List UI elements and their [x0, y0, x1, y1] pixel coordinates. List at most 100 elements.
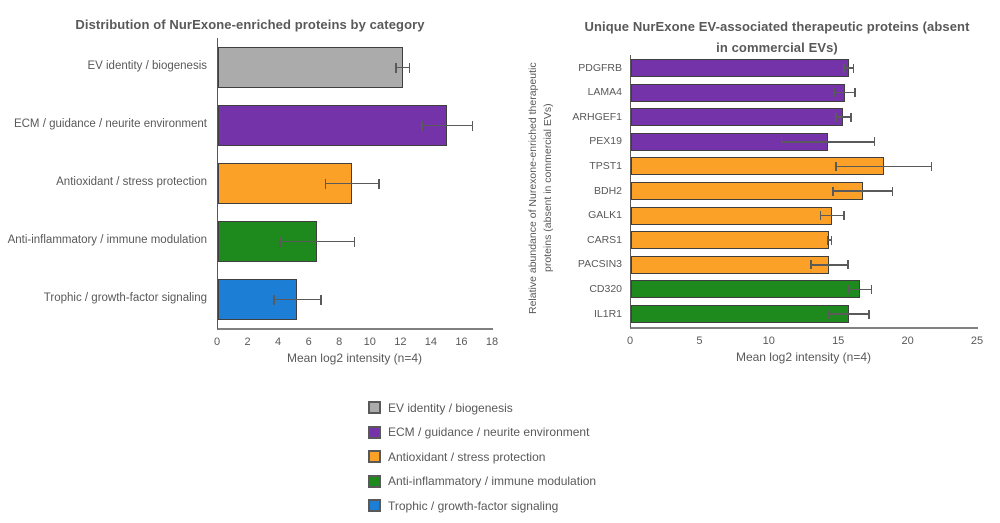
error-bar-line: [847, 288, 873, 291]
x-tick-label: 4: [275, 336, 282, 348]
category-label-bdh2: BDH2: [593, 184, 622, 197]
error-bar-galk1: [819, 211, 845, 221]
error-bar-cap-left: [780, 137, 783, 147]
right-chart-title: Unique NurExone EV-associated therapeuti…: [558, 17, 996, 59]
error-bar-antioxidant-stress-protection: [324, 178, 380, 189]
category-label-pex19: PEX19: [589, 135, 622, 148]
error-bar-pacsin3: [810, 260, 849, 270]
bar-pdgfrb: [631, 59, 849, 77]
right-chart-title-line1: Unique NurExone EV-associated therapeuti…: [584, 18, 970, 34]
error-bar-line: [832, 190, 894, 192]
left-chart-title: Distribution of NurExone-enriched protei…: [75, 16, 425, 32]
error-bar-tpst1: [835, 161, 933, 171]
error-bar-line: [835, 165, 933, 168]
right-chart: Unique NurExone EV-associated therapeuti…: [500, 0, 1000, 395]
error-bar-ev-identity-biogenesis: [395, 62, 411, 73]
legend-item-trophic-growth-factor-signaling: Trophic / growth-factor signaling: [368, 498, 596, 513]
category-label-cars1: CARS1: [586, 233, 622, 246]
error-bar-anti-inflammatory-immune-modulation: [279, 236, 356, 247]
error-bar-line: [273, 298, 322, 301]
legend-item-ecm-guidance-neurite-environment: ECM / guidance / neurite environment: [368, 425, 596, 439]
error-bar-cap-right: [891, 186, 894, 196]
error-bar-cars1: [826, 235, 833, 245]
bar-galk1: [631, 206, 833, 225]
bar-pacsin3: [631, 255, 830, 274]
legend-label: Antioxidant / stress protection: [388, 449, 546, 464]
error-bar-cap-right: [353, 236, 356, 247]
legend-swatch-purple: [368, 425, 381, 439]
error-bar-pdgfrb: [843, 63, 855, 73]
right-plot-area: [630, 55, 978, 329]
category-label-cd320: CD320: [589, 282, 622, 295]
error-bar-cap-right: [870, 284, 873, 294]
category-label-galk1: GALK1: [588, 209, 622, 222]
legend-item-ev-identity-biogenesis: EV identity / biogenesis: [368, 401, 596, 415]
legend-swatch-gray: [368, 401, 381, 414]
x-tick-label: 15: [832, 335, 845, 347]
error-bar-line: [828, 313, 870, 315]
legend-item-anti-inflammatory-immune-modulation: Anti-inflammatory / immune modulation: [368, 474, 597, 488]
error-bar-cap-left: [828, 309, 830, 319]
category-label-antioxidant-stress-protection: Antioxidant / stress protection: [56, 175, 207, 188]
error-bar-lama4: [833, 88, 856, 98]
error-bar-cap-left: [819, 211, 822, 221]
category-label-pdgfrb: PDGFRB: [578, 61, 622, 74]
bar-ev-identity-biogenesis: [218, 47, 403, 88]
error-bar-line: [843, 67, 855, 69]
error-bar-line: [421, 124, 474, 127]
x-tick-label: 12: [394, 336, 407, 348]
error-bar-cap-right: [873, 137, 876, 147]
legend-swatch-green: [368, 474, 381, 488]
bar-ecm-guidance-neurite-environment: [218, 105, 448, 146]
x-tick-label: 25: [970, 335, 984, 347]
error-bar-cap-left: [273, 294, 275, 305]
error-bar-cap-left: [847, 284, 850, 294]
category-label-tpst1: TPST1: [589, 159, 622, 172]
x-tick-label: 10: [363, 336, 376, 348]
error-bar-bdh2: [832, 186, 894, 196]
bar-lama4: [631, 83, 845, 102]
error-bar-line: [819, 214, 845, 217]
bar-cd320: [631, 280, 861, 299]
error-bar-cap-left: [421, 120, 423, 131]
left-category-labels: EV identity / biogenesis ECM / guidance /…: [0, 38, 207, 328]
bar-arhgef1: [631, 108, 844, 127]
right-chart-title-line2: in commercial EVs): [716, 39, 838, 55]
error-bar-cap-left: [810, 260, 812, 270]
legend-item-antioxidant-stress-protection: Antioxidant / stress protection: [368, 449, 596, 464]
x-tick-label: 16: [455, 336, 468, 348]
error-bar-il1r1: [828, 309, 870, 319]
category-label-trophic-growth-factor-signaling: Trophic / growth-factor signaling: [43, 291, 207, 304]
x-tick-label: 6: [305, 336, 312, 348]
x-tick-label: 14: [424, 336, 437, 348]
error-bar-cap-right: [854, 88, 856, 98]
error-bar-cap-right: [850, 112, 852, 122]
category-label-anti-inflammatory-immune-modulation: Anti-inflammatory / immune modulation: [7, 233, 207, 246]
category-label-il1r1: IL1R1: [593, 307, 622, 320]
category-label-lama4: LAMA4: [587, 86, 622, 99]
category-label-arhgef1: ARHGEF1: [572, 110, 622, 123]
legend-label: Trophic / growth-factor signaling: [388, 498, 559, 513]
x-tick-label: 2: [244, 336, 251, 348]
error-bar-cap-left: [835, 112, 837, 122]
legend-label: Anti-inflammatory / immune modulation: [388, 474, 597, 488]
error-bar-arhgef1: [835, 112, 852, 122]
left-plot-area: [217, 38, 493, 330]
category-legend: EV identity / biogenesis ECM / guidance /…: [368, 401, 597, 513]
error-bar-cap-right: [471, 120, 474, 131]
error-bar-trophic-growth-factor-signaling: [273, 294, 322, 305]
error-bar-cd320: [847, 284, 873, 294]
x-tick-label: 10: [762, 335, 775, 347]
error-bar-pex19: [780, 137, 876, 147]
category-label-ecm-guidance-neurite-environment: ECM / guidance / neurite environment: [13, 117, 207, 130]
error-bar-cap-left: [833, 88, 836, 98]
error-bar-cap-left: [395, 62, 397, 73]
error-bar-line: [324, 182, 380, 185]
error-bar-cap-left: [826, 235, 829, 245]
error-bar-ecm-guidance-neurite-environment: [421, 120, 474, 131]
left-chart: Distribution of NurExone-enriched protei…: [0, 0, 500, 395]
x-tick-label: 8: [336, 336, 343, 348]
error-bar-line: [833, 91, 856, 94]
error-bar-cap-right: [843, 211, 845, 221]
x-tick-label: 18: [485, 336, 499, 348]
